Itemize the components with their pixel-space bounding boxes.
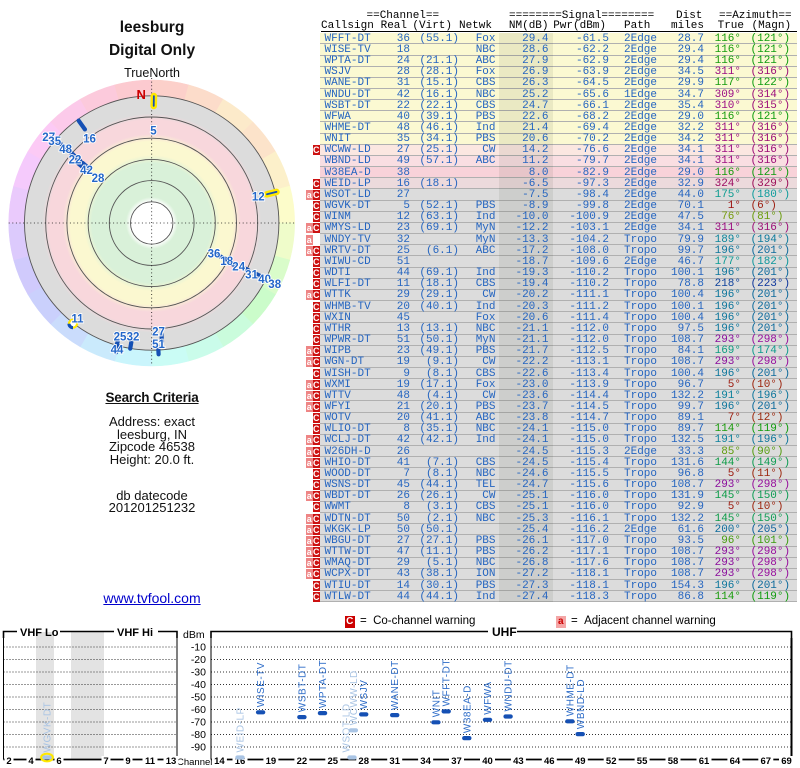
svg-text:16: 16 <box>83 134 96 146</box>
svg-text:25: 25 <box>328 756 339 767</box>
svg-text:24: 24 <box>232 262 245 274</box>
svg-text:WISE-TV: WISE-TV <box>256 662 267 707</box>
svg-text:VHF Hi: VHF Hi <box>117 627 153 639</box>
svg-text:42: 42 <box>80 165 93 177</box>
svg-text:WHME-DT: WHME-DT <box>565 664 576 716</box>
svg-text:64: 64 <box>730 756 741 767</box>
svg-text:11: 11 <box>145 756 156 767</box>
svg-text:7: 7 <box>103 756 108 767</box>
svg-text:51: 51 <box>152 339 165 351</box>
svg-text:35: 35 <box>48 136 61 148</box>
svg-text:55: 55 <box>637 756 648 767</box>
svg-text:VHF Lo: VHF Lo <box>20 627 59 639</box>
svg-text:25: 25 <box>114 332 127 344</box>
svg-text:-60: -60 <box>191 704 206 716</box>
svg-text:-90: -90 <box>191 742 206 754</box>
svg-text:W38EA-D: W38EA-D <box>462 685 473 733</box>
svg-text:52: 52 <box>606 756 617 767</box>
svg-text:19: 19 <box>266 756 277 767</box>
svg-text:-50: -50 <box>191 692 206 704</box>
svg-text:WSJV: WSJV <box>359 680 370 710</box>
svg-text:44: 44 <box>111 345 124 357</box>
svg-text:WPTA-DT: WPTA-DT <box>318 660 329 708</box>
svg-text:2: 2 <box>6 756 11 767</box>
svg-text:22: 22 <box>69 155 82 167</box>
svg-text:28: 28 <box>92 173 105 185</box>
svg-text:32: 32 <box>127 332 140 344</box>
svg-text:36: 36 <box>208 249 221 261</box>
svg-text:-80: -80 <box>191 729 206 741</box>
svg-text:WFFT-DT: WFFT-DT <box>442 659 453 706</box>
svg-text:28: 28 <box>358 756 369 767</box>
svg-text:5: 5 <box>150 126 157 138</box>
svg-text:40: 40 <box>258 274 271 286</box>
svg-text:-70: -70 <box>191 717 206 729</box>
svg-text:31: 31 <box>245 270 258 282</box>
svg-text:40: 40 <box>482 756 493 767</box>
svg-text:14: 14 <box>214 756 225 767</box>
svg-text:38: 38 <box>268 279 281 291</box>
svg-text:-10: -10 <box>191 642 206 654</box>
svg-text:58: 58 <box>668 756 679 767</box>
svg-text:N: N <box>137 87 146 102</box>
svg-text:WFWA: WFWA <box>483 682 494 715</box>
svg-text:16: 16 <box>235 756 246 767</box>
svg-text:27: 27 <box>152 327 165 339</box>
svg-text:-30: -30 <box>191 667 206 679</box>
svg-text:12: 12 <box>252 192 265 204</box>
svg-text:-40: -40 <box>191 679 206 691</box>
svg-text:WBND-LD: WBND-LD <box>576 679 587 729</box>
svg-text:34: 34 <box>420 756 431 767</box>
svg-text:22: 22 <box>297 756 308 767</box>
svg-text:WCWW-LD: WCWW-LD <box>349 670 360 725</box>
svg-text:49: 49 <box>575 756 586 767</box>
svg-text:Channel: Channel <box>177 757 212 768</box>
svg-text:43: 43 <box>513 756 524 767</box>
svg-text:13: 13 <box>166 756 177 767</box>
svg-text:WEID-LP: WEID-LP <box>236 707 247 752</box>
svg-text:67: 67 <box>761 756 772 767</box>
svg-text:31: 31 <box>389 756 400 767</box>
svg-text:WNDU-DT: WNDU-DT <box>504 660 515 711</box>
svg-text:dBm: dBm <box>183 629 205 641</box>
svg-text:4: 4 <box>28 756 34 767</box>
svg-text:WGVK-DT: WGVK-DT <box>43 702 54 753</box>
svg-text:WNIT: WNIT <box>431 690 442 718</box>
svg-text:27: 27 <box>42 132 55 144</box>
svg-text:9: 9 <box>125 756 130 767</box>
svg-text:WSOT-LD: WSOT-LD <box>342 703 353 752</box>
svg-text:69: 69 <box>781 756 792 767</box>
svg-text:WSBT-DT: WSBT-DT <box>297 664 308 713</box>
svg-text:6: 6 <box>56 756 61 767</box>
svg-text:18: 18 <box>220 256 233 268</box>
svg-text:37: 37 <box>451 756 462 767</box>
svg-text:UHF: UHF <box>492 625 517 639</box>
svg-text:48: 48 <box>59 144 72 156</box>
svg-text:11: 11 <box>71 314 84 326</box>
svg-text:WANE-DT: WANE-DT <box>390 660 401 710</box>
svg-text:-20: -20 <box>191 654 206 666</box>
svg-text:61: 61 <box>699 756 710 767</box>
svg-text:46: 46 <box>544 756 555 767</box>
